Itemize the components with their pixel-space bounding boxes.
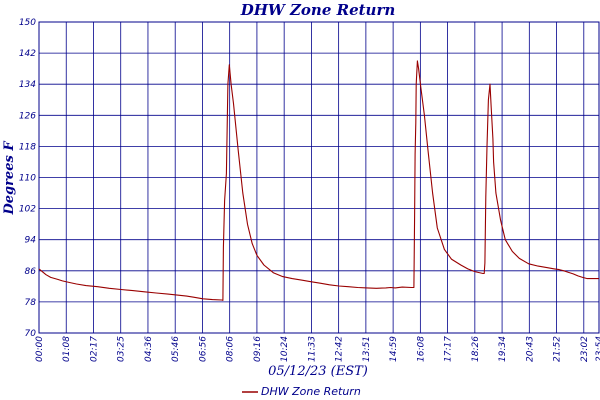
y-tick-label: 126 (19, 111, 36, 121)
y-tick-label: 134 (19, 80, 36, 90)
x-tick-label: 13:51 (362, 336, 372, 362)
x-tick-label: 16:08 (416, 336, 426, 362)
series-line-dhw-zone-return (38, 60, 599, 301)
y-tick-label: 78 (25, 298, 37, 308)
grid-lines (39, 21, 599, 334)
x-tick-label: 23:02 (580, 336, 590, 362)
y-tick-label: 86 (25, 267, 37, 277)
y-tick-label: 142 (19, 49, 36, 59)
y-tick-label: 118 (19, 142, 36, 152)
x-tick-label: 17:17 (444, 336, 454, 362)
y-axis-label: Degrees F (2, 141, 17, 216)
x-tick-label: 11:33 (307, 336, 317, 362)
x-tick-label: 21:52 (553, 336, 563, 362)
y-tick-label: 94 (25, 236, 37, 246)
y-tick-label: 150 (19, 18, 36, 28)
legend: DHW Zone Return (242, 385, 361, 398)
plot-frame (38, 21, 600, 334)
x-tick-label: 08:06 (226, 336, 236, 362)
y-tick-label: 110 (19, 174, 36, 184)
x-axis-ticks: 00:00 01:08 02:17 03:25 04:36 05:46 06:56 08:06… (35, 336, 600, 362)
x-axis-label: 05/12/23 (EST) (268, 364, 368, 379)
x-tick-label: 12:42 (335, 336, 345, 362)
x-tick-label: 02:17 (89, 336, 99, 362)
x-tick-label: 23:54 (595, 336, 600, 362)
chart-title: DHW Zone Return (240, 1, 396, 19)
x-tick-label: 10:24 (280, 336, 290, 362)
x-tick-label: 18:26 (471, 336, 481, 362)
x-tick-label: 19:34 (498, 336, 508, 362)
legend-label: DHW Zone Return (261, 385, 361, 398)
x-tick-label: 00:00 (35, 336, 45, 362)
x-tick-label: 14:59 (389, 336, 399, 362)
x-tick-label: 20:43 (525, 336, 535, 362)
x-tick-label: 05:46 (171, 336, 181, 362)
x-tick-label: 06:56 (198, 336, 208, 362)
y-axis-ticks: 70 78 86 94 102 110 118 126 134 142 150 (19, 18, 36, 339)
y-tick-label: 102 (19, 205, 36, 215)
x-tick-label: 01:08 (62, 336, 72, 362)
series-layer (38, 60, 599, 301)
y-tick-label: 70 (25, 329, 37, 339)
x-tick-label: 04:36 (144, 336, 154, 362)
x-tick-label: 09:16 (253, 336, 263, 362)
x-tick-label: 03:25 (117, 336, 127, 362)
